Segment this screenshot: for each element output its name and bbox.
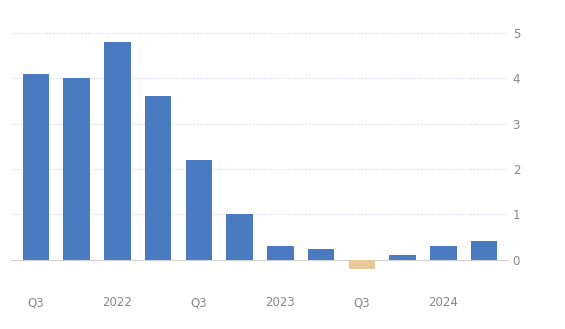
Bar bbox=[430, 246, 457, 260]
Bar bbox=[471, 241, 497, 260]
Bar bbox=[185, 160, 212, 260]
Bar bbox=[23, 73, 49, 260]
Bar bbox=[389, 255, 416, 260]
Bar bbox=[267, 246, 294, 260]
Bar bbox=[308, 249, 334, 260]
Bar bbox=[349, 260, 375, 269]
Bar bbox=[63, 78, 90, 260]
Bar bbox=[226, 215, 253, 260]
Bar bbox=[104, 42, 131, 260]
Bar bbox=[145, 96, 171, 260]
